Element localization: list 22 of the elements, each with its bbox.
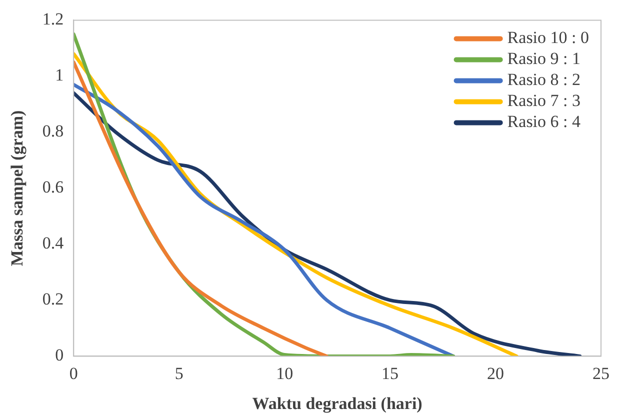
x-tick-label: 15 [382,364,399,383]
y-tick-label: 1.2 [42,10,64,29]
line-series [74,60,329,356]
x-tick-label: 5 [174,364,184,383]
legend-label: Rasio 9 : 1 [507,49,581,68]
x-axis-title: Waktu degradasi (hari) [252,394,422,414]
legend-label: Rasio 8 : 2 [507,70,581,90]
y-tick-label: 0 [55,346,64,365]
x-tick-label: 10 [276,364,294,383]
y-tick-label: 1 [55,66,64,85]
legend-label: Rasio 10 : 0 [507,28,590,48]
y-tick-label: 0.4 [42,234,64,253]
legend-label: Rasio 6 : 4 [507,112,581,132]
y-axis-title: Massa sampel (gram) [8,110,27,266]
x-tick-label: 25 [592,364,610,383]
y-tick-label: 0.8 [42,122,64,141]
legend-label: Rasio 7 : 3 [507,91,581,110]
y-tick-label: 0.2 [42,290,64,309]
line-series [74,82,456,356]
x-tick-label: 20 [487,364,504,383]
y-tick-label: 0.6 [42,178,64,197]
x-tick-label: 0 [69,364,78,383]
